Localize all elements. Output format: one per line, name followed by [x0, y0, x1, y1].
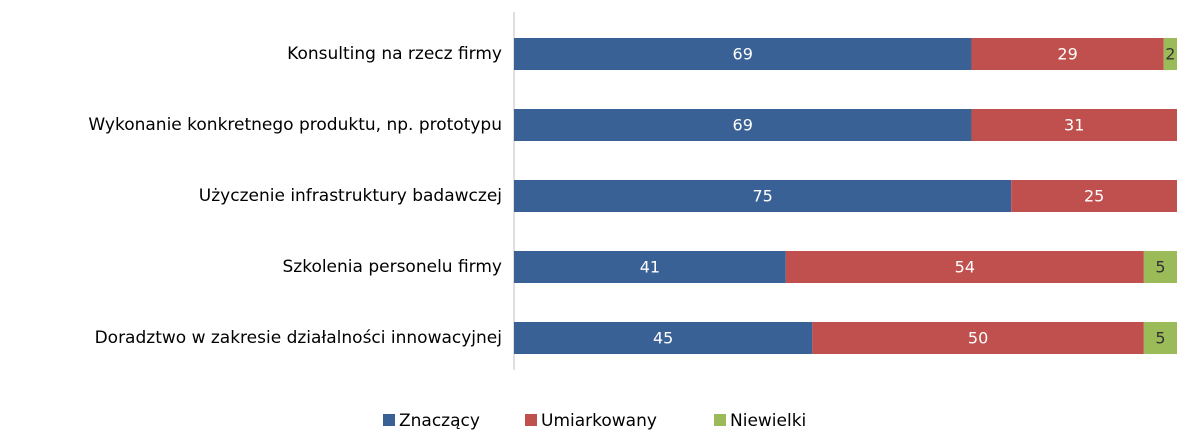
data-label: 29 [1057, 45, 1077, 64]
data-label: 41 [640, 258, 660, 277]
bar-segment [1143, 322, 1177, 354]
data-label: 25 [1084, 187, 1104, 206]
legend-label: Umiarkowany [541, 411, 657, 430]
category-label: Użyczenie infrastruktury badawczej [199, 186, 502, 206]
bar-segment [514, 180, 1012, 212]
bar-segment [1011, 180, 1177, 212]
legend-swatch [383, 414, 395, 426]
legend-swatch [525, 414, 537, 426]
data-label: 75 [752, 187, 772, 206]
bar-segment [1143, 251, 1177, 283]
bar-segment [971, 109, 1177, 141]
data-label: 69 [733, 45, 753, 64]
bar-segment [514, 38, 972, 70]
bar-segment [971, 38, 1164, 70]
bar-segment [514, 322, 813, 354]
bar-segment [785, 251, 1144, 283]
bar-segment [812, 322, 1144, 354]
data-label: 2 [1165, 45, 1175, 64]
legend-label: Niewielki [730, 411, 806, 430]
data-label: 50 [968, 329, 988, 348]
category-label: Wykonanie konkretnego produktu, np. prot… [88, 115, 502, 135]
data-label: 5 [1155, 329, 1165, 348]
data-label: 45 [653, 329, 673, 348]
bar-segment [514, 251, 786, 283]
data-label: 69 [733, 116, 753, 135]
bar-segment [1163, 38, 1177, 70]
category-label: Szkolenia personelu firmy [282, 257, 502, 277]
bar-segment [514, 109, 972, 141]
data-label: 54 [955, 258, 975, 277]
legend-swatch [714, 414, 726, 426]
data-label: 31 [1064, 116, 1084, 135]
legend-label: Znaczący [399, 411, 480, 430]
category-label: Konsulting na rzecz firmy [287, 44, 502, 64]
category-label: Doradztwo w zakresie działalności innowa… [95, 328, 502, 348]
data-label: 5 [1155, 258, 1165, 277]
